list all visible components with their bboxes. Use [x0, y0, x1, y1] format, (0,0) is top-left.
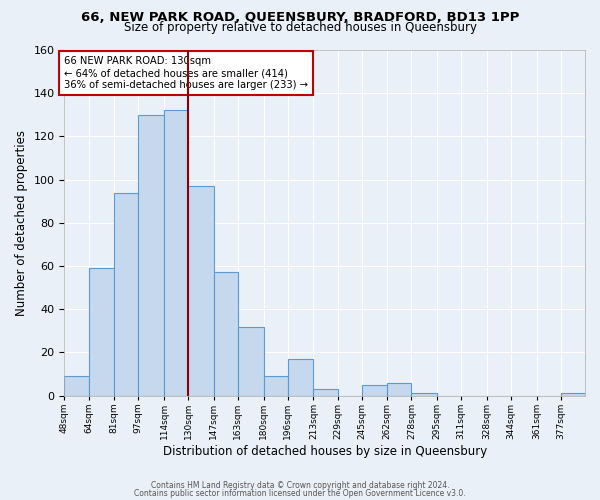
Bar	[313, 389, 338, 396]
Bar	[139, 115, 164, 396]
Text: 66 NEW PARK ROAD: 130sqm
← 64% of detached houses are smaller (414)
36% of semi-: 66 NEW PARK ROAD: 130sqm ← 64% of detach…	[64, 56, 308, 90]
Bar	[561, 394, 585, 396]
Text: Contains HM Land Registry data © Crown copyright and database right 2024.: Contains HM Land Registry data © Crown c…	[151, 481, 449, 490]
Bar	[89, 268, 114, 396]
Text: Size of property relative to detached houses in Queensbury: Size of property relative to detached ho…	[124, 22, 476, 35]
Bar	[288, 359, 313, 396]
Bar	[263, 376, 288, 396]
Text: Contains public sector information licensed under the Open Government Licence v3: Contains public sector information licen…	[134, 488, 466, 498]
Text: 66, NEW PARK ROAD, QUEENSBURY, BRADFORD, BD13 1PP: 66, NEW PARK ROAD, QUEENSBURY, BRADFORD,…	[81, 11, 519, 24]
Y-axis label: Number of detached properties: Number of detached properties	[15, 130, 28, 316]
Bar	[164, 110, 188, 396]
Bar	[214, 272, 238, 396]
Bar	[388, 382, 412, 396]
Bar	[412, 394, 437, 396]
X-axis label: Distribution of detached houses by size in Queensbury: Distribution of detached houses by size …	[163, 444, 487, 458]
Bar	[238, 326, 263, 396]
Bar	[362, 385, 388, 396]
Bar	[64, 376, 89, 396]
Bar	[114, 192, 139, 396]
Bar	[188, 186, 214, 396]
